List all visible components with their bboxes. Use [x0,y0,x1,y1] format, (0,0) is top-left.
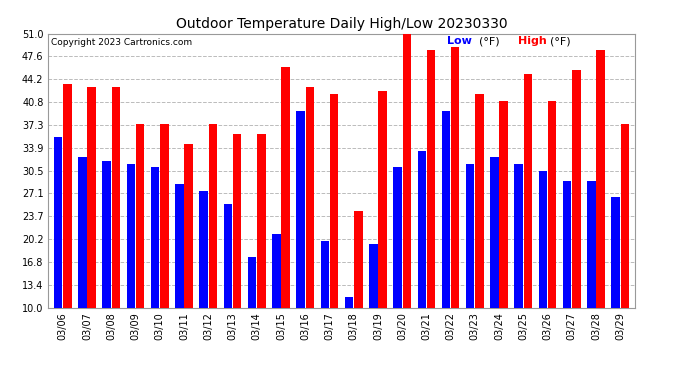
Bar [548,100,556,308]
Title: Outdoor Temperature Daily High/Low 20230330: Outdoor Temperature Daily High/Low 20230… [176,17,507,31]
Bar [354,211,362,308]
Bar [369,244,377,308]
Bar [500,100,508,308]
Bar [224,204,232,308]
Bar [257,134,266,308]
Bar [402,34,411,308]
Bar [442,111,451,308]
Bar [282,67,290,308]
Bar [112,87,120,308]
Text: High: High [518,36,546,46]
Bar [127,164,135,308]
Bar [248,257,257,307]
Bar [345,297,353,307]
Bar [175,184,184,308]
Bar [475,94,484,308]
Bar [378,90,387,308]
Bar [151,167,159,308]
Bar [451,47,460,308]
Bar [426,51,435,308]
Bar [620,124,629,308]
Bar [572,70,580,308]
Bar [611,197,620,308]
Text: Copyright 2023 Cartronics.com: Copyright 2023 Cartronics.com [51,38,193,47]
Bar [296,111,305,308]
Bar [88,87,96,308]
Bar [78,157,87,308]
Bar [136,124,144,308]
Bar [524,74,532,308]
Bar [587,181,595,308]
Bar [330,94,338,308]
Bar [208,124,217,308]
Bar [63,84,72,308]
Bar [184,144,193,308]
Bar [321,241,329,308]
Bar [563,181,571,308]
Bar [417,151,426,308]
Bar [490,157,499,308]
Bar [539,171,547,308]
Bar [515,164,523,308]
Bar [466,164,475,308]
Text: (°F): (°F) [480,36,500,46]
Text: Low: Low [447,36,472,46]
Bar [103,160,111,308]
Bar [160,124,168,308]
Bar [306,87,314,308]
Bar [54,137,63,308]
Text: (°F): (°F) [550,36,571,46]
Bar [272,234,281,308]
Bar [596,51,605,308]
Bar [393,167,402,308]
Bar [233,134,241,308]
Bar [199,190,208,308]
